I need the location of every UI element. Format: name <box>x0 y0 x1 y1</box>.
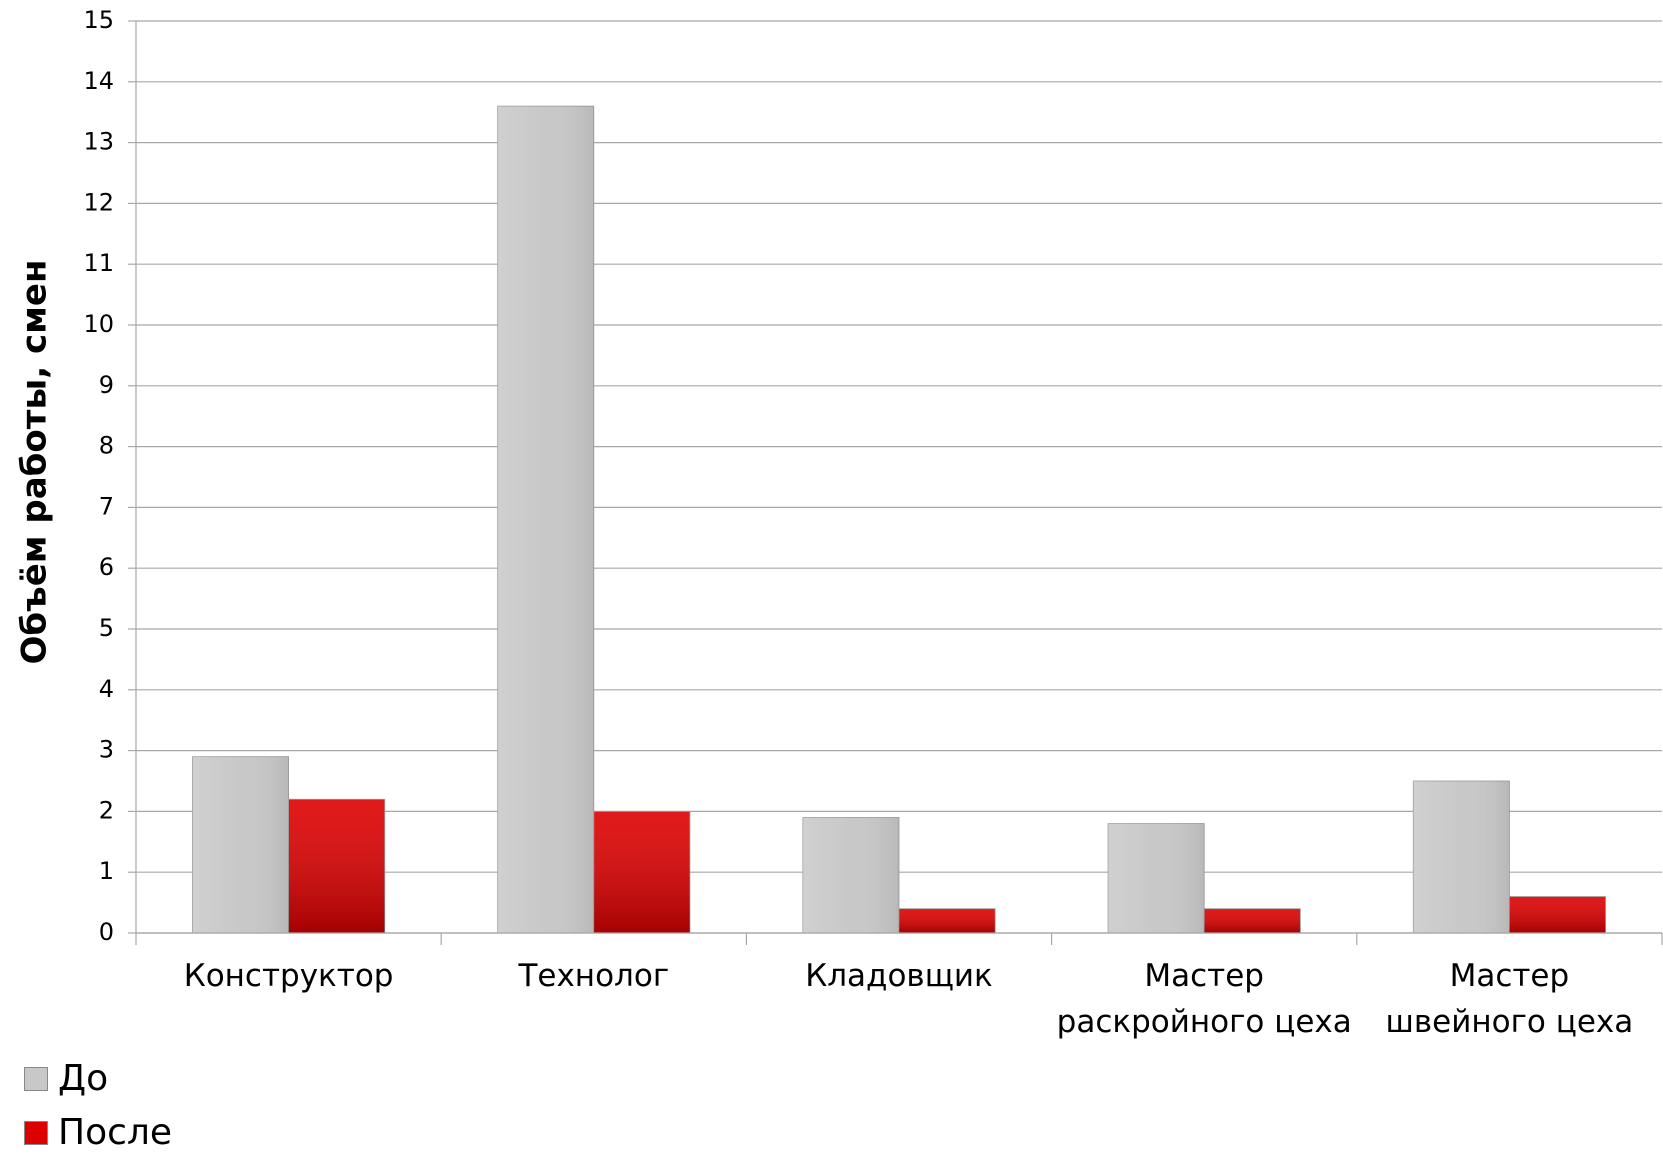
y-tick-label: 2 <box>99 796 114 824</box>
legend-label: После <box>58 1112 173 1153</box>
y-tick-label: 1 <box>99 857 114 885</box>
y-tick-label: 12 <box>83 188 114 216</box>
y-tick-label: 10 <box>83 310 114 338</box>
x-tick-label: Мастер раскройного цеха <box>1056 958 1352 1040</box>
legend-label: До <box>58 1058 109 1099</box>
legend-item: После <box>24 1112 172 1153</box>
bar-shade <box>899 908 996 933</box>
x-tick-label: Мастер швейного цеха <box>1385 958 1634 1040</box>
y-tick-label: 9 <box>99 371 114 399</box>
y-tick-label: 14 <box>83 67 114 95</box>
bar-shade <box>1108 823 1205 933</box>
x-tick-label: Технолог <box>518 958 670 994</box>
y-tick-label: 0 <box>99 918 114 946</box>
y-tick-label: 6 <box>99 553 114 581</box>
bar-shade <box>497 106 594 934</box>
y-tick-label: 4 <box>99 675 114 703</box>
y-tick-label: 11 <box>83 249 114 277</box>
y-tick-label: 15 <box>83 6 114 34</box>
legend-swatch <box>24 1120 48 1145</box>
x-tick-label: Конструктор <box>183 958 394 994</box>
bar-shade <box>1413 781 1510 933</box>
y-axis-title: Объём работы, смен <box>15 260 55 665</box>
bar-shade <box>1509 896 1606 933</box>
y-tick-label: 8 <box>99 432 114 460</box>
legend-swatch <box>24 1066 48 1091</box>
bar-shade <box>192 756 289 933</box>
y-tick-label: 7 <box>99 492 114 520</box>
y-tick-label: 5 <box>99 614 114 642</box>
bar-shade <box>288 799 385 933</box>
bar-shade <box>593 811 690 933</box>
y-tick-label: 13 <box>83 128 114 156</box>
bar-shade <box>802 817 899 933</box>
y-tick-label: 3 <box>99 736 114 764</box>
bar-shade <box>1204 908 1301 933</box>
legend-item: До <box>24 1058 108 1099</box>
x-tick-label: Кладовщик <box>805 958 993 994</box>
